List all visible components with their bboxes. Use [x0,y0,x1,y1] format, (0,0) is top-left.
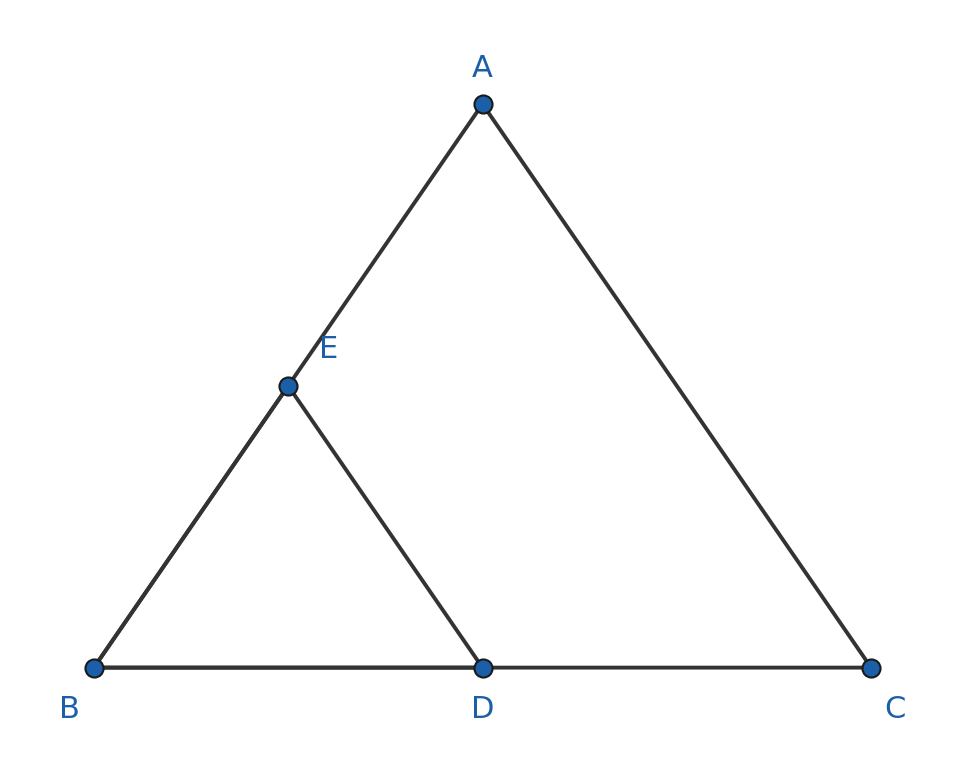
Text: E: E [319,335,339,364]
Text: D: D [471,695,494,724]
Text: C: C [885,695,906,724]
Text: B: B [59,695,80,724]
Text: A: A [472,54,493,83]
